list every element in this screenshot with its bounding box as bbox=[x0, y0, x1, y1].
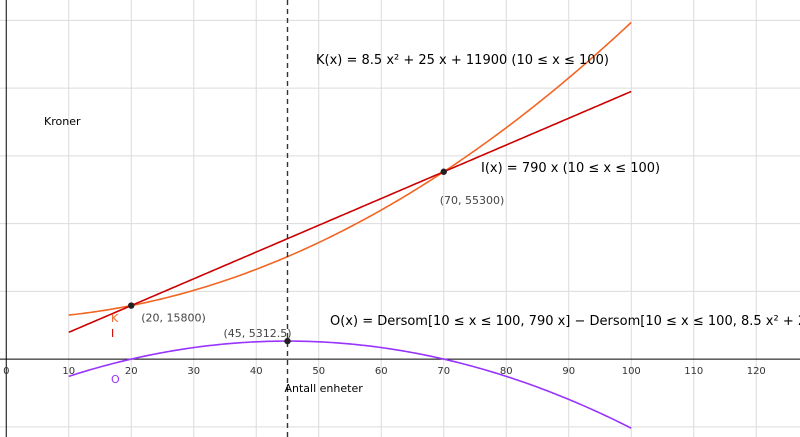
tick-labels: 0102030405060708090100110120-20000020000… bbox=[3, 366, 766, 377]
point-2 bbox=[440, 168, 447, 175]
formula-o: O(x) = Dersom[10 ≤ x ≤ 100, 790 x] − Der… bbox=[330, 314, 800, 329]
x-tick-label-100: 100 bbox=[622, 366, 641, 377]
x-tick-label-70: 70 bbox=[437, 366, 450, 377]
curves bbox=[68, 21, 632, 429]
x-tick-label-20: 20 bbox=[125, 366, 138, 377]
x-tick-label-10: 10 bbox=[62, 366, 75, 377]
point-label-1: (20, 15800) bbox=[141, 312, 206, 325]
x-tick-label-60: 60 bbox=[375, 366, 388, 377]
x-tick-label-40: 40 bbox=[250, 366, 263, 377]
x-tick-label-80: 80 bbox=[500, 366, 513, 377]
formula-k: K(x) = 8.5 x² + 25 x + 11900 (10 ≤ x ≤ 1… bbox=[316, 53, 609, 68]
series-name-i: I bbox=[111, 327, 114, 340]
x-tick-label-0: 0 bbox=[3, 366, 9, 377]
series-k-line bbox=[68, 21, 632, 316]
formula-i: I(x) = 790 x (10 ≤ x ≤ 100) bbox=[481, 161, 660, 176]
point-label-2: (70, 55300) bbox=[440, 194, 505, 207]
point-3 bbox=[284, 337, 291, 345]
series-o-line bbox=[68, 340, 632, 429]
points bbox=[128, 168, 447, 345]
x-tick-label-30: 30 bbox=[187, 366, 200, 377]
x-tick-label-90: 90 bbox=[562, 366, 575, 377]
series-i-line bbox=[68, 90, 632, 334]
text-labels: (20, 15800) (70, 55300) (45, 5312.5) Antall… bbox=[44, 53, 800, 395]
x-tick-label-120: 120 bbox=[747, 366, 766, 377]
series-name-k: K bbox=[111, 312, 119, 325]
y-axis-label: Kroner bbox=[44, 115, 81, 128]
x-axis-label: Antall enheter bbox=[285, 382, 364, 395]
x-tick-label-50: 50 bbox=[312, 366, 325, 377]
x-tick-label-110: 110 bbox=[684, 366, 703, 377]
series-name-o: O bbox=[111, 373, 120, 386]
point-label-3: (45, 5312.5) bbox=[224, 327, 292, 340]
point-1 bbox=[128, 302, 135, 309]
